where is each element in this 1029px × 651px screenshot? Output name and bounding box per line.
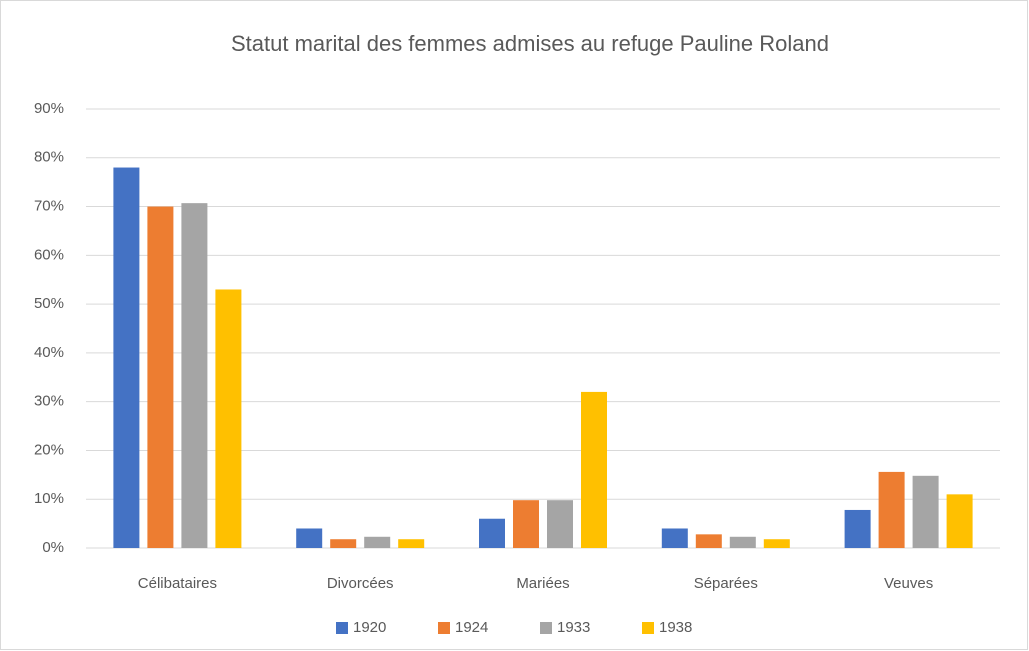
- legend-swatch: [540, 622, 552, 634]
- bar: [878, 471, 905, 548]
- legend-label: 1924: [455, 619, 488, 636]
- y-tick-label: 50%: [34, 295, 64, 312]
- y-tick-label: 40%: [34, 344, 64, 361]
- y-tick-label: 30%: [34, 393, 64, 410]
- bar: [581, 391, 607, 548]
- y-tick-label: 10%: [34, 490, 64, 507]
- bar: [946, 494, 973, 548]
- y-tick-label: 0%: [42, 539, 64, 556]
- bar: [215, 289, 242, 548]
- legend-label: 1938: [659, 619, 692, 636]
- bar: [661, 528, 688, 548]
- bar: [330, 539, 357, 548]
- bar: [844, 509, 871, 548]
- y-tick-label: 90%: [34, 100, 64, 117]
- bar: [181, 203, 208, 548]
- x-tick-label: Veuves: [884, 575, 933, 592]
- legend-label: 1933: [557, 619, 590, 636]
- bar: [296, 528, 323, 548]
- bar: [547, 500, 573, 548]
- x-tick-label: Divorcées: [327, 575, 394, 592]
- bar: [147, 206, 174, 549]
- bar: [695, 534, 722, 548]
- bar: [364, 536, 391, 548]
- x-tick-label: Célibataires: [138, 575, 217, 592]
- legend-swatch: [438, 622, 450, 634]
- y-tick-label: 60%: [34, 246, 64, 263]
- bar: [729, 536, 756, 548]
- bar: [912, 475, 939, 548]
- legend-swatch: [336, 622, 348, 634]
- chart-title: Statut marital des femmes admises au ref…: [231, 31, 829, 56]
- bar: [513, 500, 539, 548]
- y-tick-label: 20%: [34, 441, 64, 458]
- bar: [763, 539, 790, 548]
- legend-label: 1920: [353, 619, 386, 636]
- y-tick-label: 70%: [34, 198, 64, 215]
- y-tick-label: 80%: [34, 149, 64, 166]
- bar: [398, 539, 425, 548]
- bar: [479, 518, 505, 548]
- x-tick-label: Mariées: [516, 575, 569, 592]
- x-tick-label: Séparées: [694, 575, 758, 592]
- legend-swatch: [642, 622, 654, 634]
- bar: [113, 167, 140, 549]
